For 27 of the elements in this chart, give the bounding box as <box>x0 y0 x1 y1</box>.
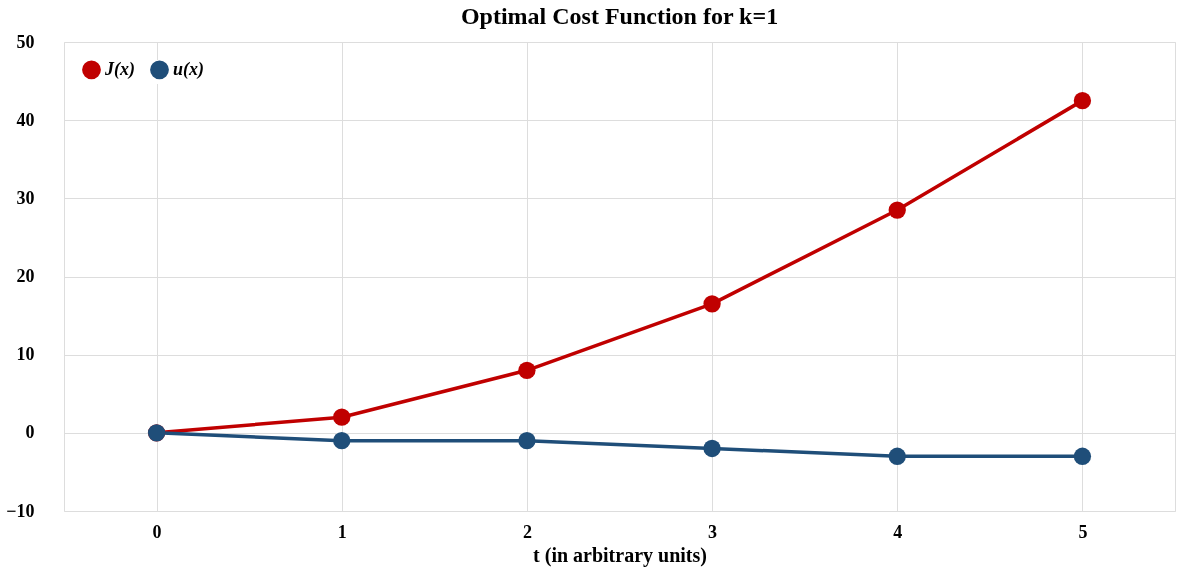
legend-label: u(x) <box>173 58 204 80</box>
point <box>518 361 536 379</box>
point <box>888 201 906 219</box>
x-tick-label: 2 <box>522 521 532 542</box>
y-tick-label: 40 <box>16 109 35 130</box>
point <box>518 432 536 450</box>
x-axis-title: t (in arbitrary units) <box>533 543 707 567</box>
y-tick-label: 30 <box>16 187 35 208</box>
y-tick-label: 20 <box>16 266 35 286</box>
point <box>1073 447 1092 465</box>
point <box>333 432 351 450</box>
x-tick-label: 3 <box>708 521 718 542</box>
point <box>703 439 721 458</box>
x-tick-label: 0 <box>152 521 162 542</box>
legend-label: J(x) <box>104 58 135 80</box>
y-tick-label: −10 <box>6 500 35 521</box>
x-tick-label: 1 <box>337 521 347 542</box>
chart-title: Optimal Cost Function for k=1 <box>460 3 779 29</box>
x-tick-label: 5 <box>1078 521 1088 542</box>
y-tick-label: 0 <box>25 422 35 443</box>
point <box>888 447 906 465</box>
point <box>333 408 351 426</box>
point <box>703 295 721 313</box>
y-tick-label: 10 <box>16 344 35 365</box>
y-tick-label: 50 <box>16 31 35 52</box>
x-tick-label: 4 <box>893 521 903 542</box>
point <box>1073 91 1092 110</box>
